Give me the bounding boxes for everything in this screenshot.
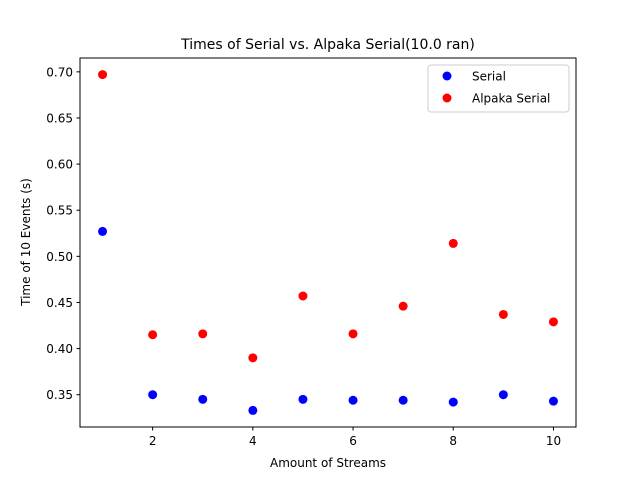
data-points bbox=[98, 70, 558, 415]
point-serial bbox=[448, 397, 458, 407]
point-serial bbox=[198, 394, 208, 404]
y-axis: 0.35 0.40 0.45 0.50 0.55 0.60 0.65 0.70 bbox=[46, 65, 80, 402]
point-serial bbox=[148, 390, 158, 400]
y-tick-label: 0.40 bbox=[46, 342, 73, 356]
point-serial bbox=[248, 405, 258, 415]
point-alpaka-serial bbox=[548, 317, 558, 327]
x-tick-label: 6 bbox=[349, 434, 357, 448]
y-tick-label: 0.45 bbox=[46, 296, 73, 310]
legend-label-alpaka-serial: Alpaka Serial bbox=[472, 92, 550, 106]
y-tick-label: 0.70 bbox=[46, 65, 73, 79]
point-serial bbox=[398, 395, 408, 405]
legend-marker-serial bbox=[442, 71, 452, 81]
x-axis-label: Amount of Streams bbox=[270, 456, 386, 470]
x-tick-label: 2 bbox=[149, 434, 157, 448]
y-tick-label: 0.65 bbox=[46, 111, 73, 125]
y-axis-label: Time of 10 Events (s) bbox=[19, 178, 33, 307]
point-serial bbox=[298, 394, 308, 404]
point-serial bbox=[98, 226, 108, 236]
point-alpaka-serial bbox=[448, 238, 458, 248]
point-serial bbox=[548, 396, 558, 406]
legend-marker-alpaka-serial bbox=[442, 93, 452, 103]
plot-area: 2 4 6 8 10 0.35 0.40 0.45 0.50 0.55 0.60 0.65 0.70 bbox=[46, 57, 577, 448]
x-axis: 2 4 6 8 10 bbox=[149, 427, 561, 448]
y-tick-label: 0.35 bbox=[46, 388, 73, 402]
legend-label-serial: Serial bbox=[472, 70, 506, 84]
point-alpaka-serial bbox=[98, 70, 108, 80]
legend-box bbox=[427, 64, 570, 113]
x-tick-label: 8 bbox=[449, 434, 457, 448]
point-serial bbox=[348, 395, 358, 405]
y-tick-label: 0.55 bbox=[46, 204, 73, 218]
y-tick-label: 0.60 bbox=[46, 158, 73, 172]
point-alpaka-serial bbox=[198, 329, 208, 339]
point-alpaka-serial bbox=[498, 309, 508, 319]
legend: Serial Alpaka Serial bbox=[427, 64, 570, 113]
x-tick-label: 10 bbox=[546, 434, 561, 448]
point-serial bbox=[498, 390, 508, 400]
chart-title: Times of Serial vs. Alpaka Serial(10.0 r… bbox=[180, 37, 475, 53]
plot-frame bbox=[79, 57, 577, 428]
point-alpaka-serial bbox=[348, 329, 358, 339]
point-alpaka-serial bbox=[298, 291, 308, 301]
point-alpaka-serial bbox=[398, 301, 408, 311]
point-alpaka-serial bbox=[248, 353, 258, 363]
x-tick-label: 4 bbox=[249, 434, 257, 448]
y-tick-label: 0.50 bbox=[46, 250, 73, 264]
point-alpaka-serial bbox=[148, 330, 158, 340]
